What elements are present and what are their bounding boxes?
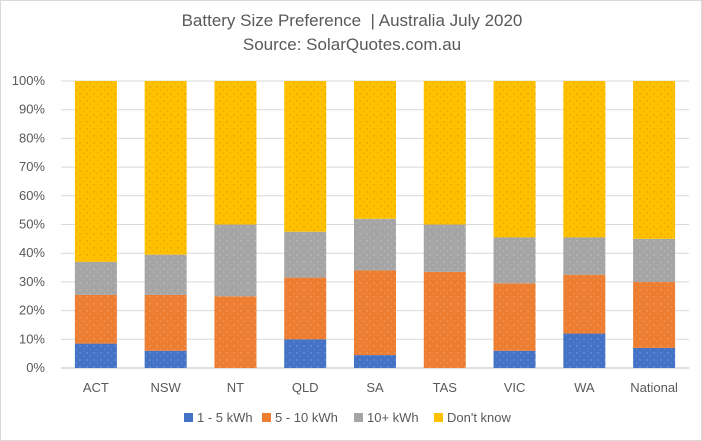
x-tick-label: TAS xyxy=(433,380,458,395)
legend-label: 5 - 10 kWh xyxy=(275,410,338,425)
y-tick-label: 40% xyxy=(19,245,45,260)
y-tick-label: 0% xyxy=(26,360,45,375)
bar-segment-texture xyxy=(423,81,466,225)
bar-segment-texture xyxy=(144,294,187,351)
y-tick-label: 70% xyxy=(19,159,45,174)
bar-segment-texture xyxy=(633,347,676,368)
legend-label: 10+ kWh xyxy=(367,410,419,425)
legend-label: Don't know xyxy=(447,410,512,425)
bar-segment-texture xyxy=(633,281,676,348)
x-tick-label: SA xyxy=(366,380,384,395)
bar-segment-texture xyxy=(354,355,396,368)
y-tick-label: 90% xyxy=(19,102,45,117)
bar-segment-texture xyxy=(284,81,327,232)
bar-segment-texture xyxy=(563,237,606,275)
bars xyxy=(74,81,676,368)
chart-title: Battery Size Preference | Australia July… xyxy=(181,11,523,30)
x-tick-label: ACT xyxy=(83,380,109,395)
bar-segment-texture xyxy=(214,81,257,225)
bar-segment-texture xyxy=(74,81,117,262)
legend-swatch xyxy=(354,413,363,422)
bar-segment-texture xyxy=(354,218,396,271)
x-tick-label: NSW xyxy=(150,380,181,395)
y-tick-label: 50% xyxy=(19,217,45,232)
bar-segment-texture xyxy=(493,81,536,238)
bar-segment-texture xyxy=(423,224,466,272)
bar-segment-texture xyxy=(284,277,327,340)
bar-segment-texture xyxy=(284,339,327,368)
chart-title-block: Battery Size Preference | Australia July… xyxy=(1,9,702,57)
y-tick-label: 10% xyxy=(19,331,45,346)
x-tick-label: VIC xyxy=(504,380,526,395)
bar-segment-texture xyxy=(633,81,676,239)
bar-segment-texture xyxy=(144,350,187,368)
y-tick-label: 30% xyxy=(19,274,45,289)
y-tick-label: 20% xyxy=(19,303,45,318)
x-tick-label: WA xyxy=(574,380,595,395)
bar-segment-texture xyxy=(563,274,606,334)
legend-label: 1 - 5 kWh xyxy=(197,410,253,425)
chart-subtitle: Source: SolarQuotes.com.au xyxy=(242,35,462,54)
bar-segment-texture xyxy=(354,81,396,219)
bar-segment-texture xyxy=(493,237,536,284)
legend: 1 - 5 kWh 5 - 10 kWh 10+ kWh Don't know xyxy=(184,410,512,425)
bar-segment-texture xyxy=(493,283,536,351)
bar-segment-texture xyxy=(144,81,187,255)
y-axis: 0% 10% 20% 30% 40% 50% 60% 70% 80% 90% 100% xyxy=(12,73,46,375)
legend-swatch xyxy=(184,413,193,422)
bar-segment-texture xyxy=(493,350,536,368)
y-tick-label: 60% xyxy=(19,188,45,203)
bar-segment-texture xyxy=(74,294,117,344)
bar-segment-texture xyxy=(284,231,327,278)
bar-segment-texture xyxy=(74,343,117,368)
x-axis: ACT NSW NT QLD SA TAS VIC WA National xyxy=(83,380,678,395)
bar-segment-texture xyxy=(563,81,606,238)
bar-segment-texture xyxy=(214,296,257,368)
legend-swatch xyxy=(434,413,443,422)
x-tick-label: QLD xyxy=(292,380,319,395)
bar-segment-texture xyxy=(423,271,466,368)
bar-segment-texture xyxy=(354,270,396,356)
bar-segment-texture xyxy=(563,333,606,368)
bar-segment-texture xyxy=(633,238,676,282)
x-tick-label: NT xyxy=(227,380,244,395)
x-tick-label: National xyxy=(630,380,678,395)
bar-segment-texture xyxy=(214,224,257,297)
bar-segment-texture xyxy=(144,254,187,295)
y-tick-label: 80% xyxy=(19,130,45,145)
bar-segment-texture xyxy=(74,261,117,295)
y-tick-label: 100% xyxy=(12,73,46,88)
legend-swatch xyxy=(262,413,271,422)
